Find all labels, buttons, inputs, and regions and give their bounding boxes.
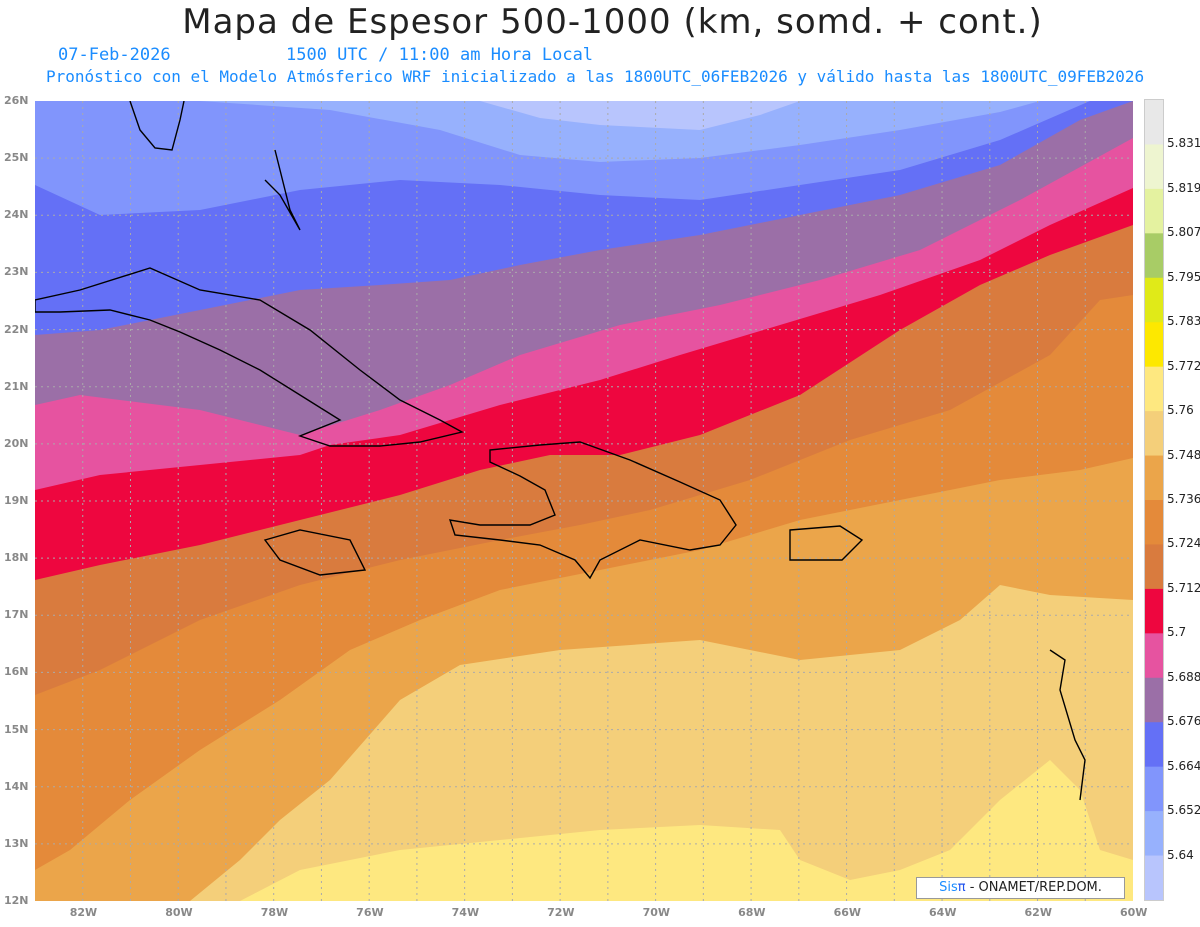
lat-tick-label: 24N [4, 208, 29, 222]
lon-tick-label: 64W [929, 906, 957, 919]
lon-tick-label: 66W [833, 906, 862, 919]
lon-tick-label: 68W [738, 906, 766, 919]
colorbar-bin [1145, 633, 1163, 679]
coastlines [35, 101, 1086, 801]
colorbar-label: 5.748 [1167, 447, 1200, 462]
colorbar-label: 5.652 [1167, 803, 1200, 818]
colorbar-bin [1145, 100, 1163, 145]
lon-tick-label: 82W [69, 906, 98, 919]
model-subtitle: Pronóstico con el Modelo Atmósferico WRF… [46, 67, 1145, 86]
colorbar-bin [1145, 411, 1163, 457]
colorbar [1144, 99, 1164, 901]
colorbar-bin [1145, 277, 1163, 323]
lon-tick-label: 62W [1024, 906, 1052, 919]
colorbar-label: 5.664 [1167, 758, 1200, 773]
lat-tick-label: 19N [4, 494, 29, 507]
lon-tick-label: 60W [1120, 906, 1148, 919]
lat-tick-label: 17N [4, 608, 29, 622]
colorbar-label: 5.76 [1167, 403, 1194, 418]
lat-tick-label: 22N [4, 322, 29, 336]
lon-tick-label: 70W [642, 906, 671, 919]
lat-tick-label: 20N [4, 436, 29, 450]
colorbar-label: 5.819 [1167, 180, 1200, 195]
lon-tick-label: 72W [547, 906, 575, 919]
colorbar-label: 5.676 [1167, 714, 1200, 729]
colorbar-label: 5.772 [1167, 358, 1200, 373]
coast-hispaniola [448, 441, 737, 580]
gridlines [35, 101, 1133, 901]
map-title: Mapa de Espesor 500-1000 (km, somd. + co… [182, 2, 1043, 42]
colorbar-bin [1145, 233, 1163, 279]
colorbar-bin [1145, 855, 1163, 901]
colorbar-bin [1145, 500, 1163, 545]
colorbar-label: 5.736 [1167, 492, 1200, 506]
lon-tick-label: 74W [451, 906, 480, 919]
lat-tick-label: 23N [4, 265, 29, 279]
lon-tick-label: 80W [165, 906, 193, 919]
coast-florida [129, 101, 185, 151]
lat-tick-label: 16N [4, 665, 29, 679]
credit-pi: π [957, 880, 966, 895]
colorbar-bin [1145, 766, 1163, 812]
colorbar-label: 5.688 [1167, 669, 1200, 684]
thickness-map [35, 101, 1133, 901]
colorbar-label: 5.795 [1167, 269, 1200, 284]
colorbar-bin [1145, 811, 1163, 857]
colorbar-label: 5.64 [1167, 847, 1194, 862]
credit-sis: Sis [939, 880, 958, 895]
credit-org: - ONAMET/REP.DOM. [969, 880, 1102, 895]
colorbar-bin [1145, 144, 1163, 190]
lon-tick-label: 78W [260, 906, 289, 919]
lat-tick-label: 14N [4, 779, 29, 793]
colorbar-bin [1145, 366, 1163, 412]
colorbar-bin [1145, 322, 1163, 368]
colorbar-label: 5.712 [1167, 580, 1200, 595]
lat-tick-label: 26N [4, 94, 29, 107]
colorbar-label: 5.783 [1167, 314, 1200, 329]
colorbar-label: 5.7 [1167, 625, 1187, 640]
colorbar-bin [1145, 677, 1163, 723]
lat-tick-label: 13N [4, 836, 29, 850]
coast-cuba [35, 267, 464, 447]
colorbar-label: 5.807 [1167, 225, 1200, 240]
band-5.748 [190, 585, 1133, 901]
lat-tick-label: 12N [4, 894, 29, 907]
lat-tick-label: 25N [4, 151, 29, 165]
colorbar-bin [1145, 455, 1163, 501]
credit-box: Sisπ - ONAMET/REP.DOM. [916, 877, 1125, 899]
forecast-time: 1500 UTC / 11:00 am Hora Local [286, 45, 594, 65]
coast-jamaica [263, 529, 367, 576]
band-5.76 [240, 760, 1133, 901]
colorbar-bin [1145, 188, 1163, 234]
colorbar-bin [1145, 722, 1163, 768]
colorbar-bin [1145, 544, 1163, 590]
forecast-date: 07-Feb-2026 [58, 45, 171, 65]
lat-tick-label: 18N [4, 551, 29, 565]
colorbar-label: 5.724 [1167, 536, 1200, 551]
coast-puerto-rico [789, 525, 864, 561]
colorbar-label: 5.831 [1167, 136, 1200, 151]
lat-tick-label: 21N [4, 379, 29, 393]
coast-bahamas [264, 149, 301, 231]
lon-tick-label: 76W [356, 906, 384, 919]
coast-antilles [1049, 649, 1086, 801]
colorbar-bin [1145, 588, 1163, 634]
lat-tick-label: 15N [4, 722, 29, 736]
